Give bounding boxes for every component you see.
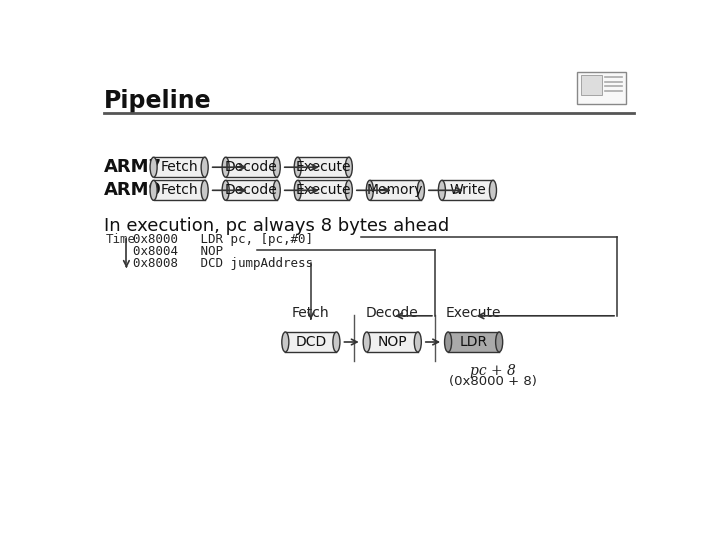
Text: DCD: DCD (295, 335, 326, 349)
Text: Fetch: Fetch (292, 306, 330, 320)
Ellipse shape (418, 180, 424, 200)
Ellipse shape (346, 180, 352, 200)
Text: Execute: Execute (295, 183, 351, 197)
Ellipse shape (490, 180, 497, 200)
Text: Fetch: Fetch (161, 160, 198, 174)
FancyBboxPatch shape (153, 180, 204, 200)
FancyBboxPatch shape (285, 332, 336, 352)
FancyBboxPatch shape (153, 157, 204, 177)
Text: LDR: LDR (459, 335, 487, 349)
Text: Decode: Decode (225, 183, 278, 197)
FancyBboxPatch shape (298, 157, 348, 177)
Text: Memory: Memory (367, 183, 423, 197)
Text: Time: Time (106, 233, 135, 246)
FancyBboxPatch shape (448, 332, 499, 352)
Ellipse shape (363, 332, 370, 352)
Text: Pipeline: Pipeline (104, 90, 212, 113)
FancyBboxPatch shape (370, 180, 421, 200)
Ellipse shape (294, 180, 301, 200)
Text: ARM7: ARM7 (104, 158, 162, 176)
Ellipse shape (294, 157, 301, 177)
Text: (0x8000 + 8): (0x8000 + 8) (449, 375, 537, 388)
Text: Execute: Execute (295, 160, 351, 174)
FancyBboxPatch shape (580, 75, 601, 95)
FancyBboxPatch shape (577, 72, 626, 104)
Text: Decode: Decode (225, 160, 278, 174)
Ellipse shape (438, 180, 446, 200)
Ellipse shape (282, 332, 289, 352)
Text: 0x8004   NOP: 0x8004 NOP (132, 245, 222, 258)
Text: NOP: NOP (377, 335, 407, 349)
FancyBboxPatch shape (225, 180, 276, 200)
Text: Execute: Execute (446, 306, 501, 320)
Ellipse shape (414, 332, 421, 352)
Text: In execution, pc always 8 bytes ahead: In execution, pc always 8 bytes ahead (104, 217, 449, 235)
Ellipse shape (150, 157, 157, 177)
Ellipse shape (346, 157, 352, 177)
Text: 0x8000   LDR pc, [pc,#0]: 0x8000 LDR pc, [pc,#0] (132, 233, 312, 246)
Text: 0x8008   DCD jumpAddress: 0x8008 DCD jumpAddress (132, 257, 312, 271)
Ellipse shape (333, 332, 340, 352)
Text: ARM9: ARM9 (104, 181, 162, 199)
Text: Decode: Decode (366, 306, 418, 320)
Ellipse shape (222, 180, 229, 200)
FancyBboxPatch shape (298, 180, 348, 200)
FancyBboxPatch shape (442, 180, 493, 200)
Ellipse shape (444, 332, 451, 352)
Text: Fetch: Fetch (161, 183, 198, 197)
Ellipse shape (273, 157, 280, 177)
Text: Write: Write (449, 183, 486, 197)
Ellipse shape (222, 157, 229, 177)
Ellipse shape (150, 180, 157, 200)
Ellipse shape (273, 180, 280, 200)
Ellipse shape (201, 157, 208, 177)
FancyBboxPatch shape (366, 332, 418, 352)
Ellipse shape (201, 180, 208, 200)
FancyBboxPatch shape (225, 157, 276, 177)
Text: pc + 8: pc + 8 (470, 363, 516, 377)
Ellipse shape (495, 332, 503, 352)
Ellipse shape (366, 180, 374, 200)
